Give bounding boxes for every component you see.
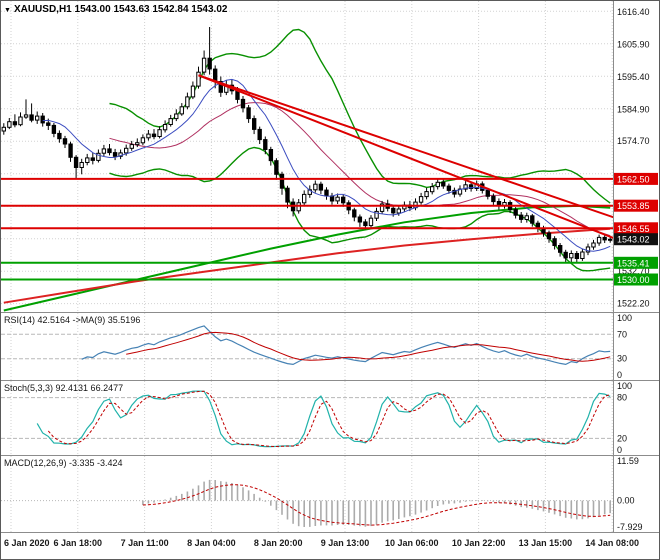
svg-text:1532.70: 1532.70 xyxy=(617,266,650,276)
svg-text:1543.02: 1543.02 xyxy=(617,235,650,245)
time-axis-label: 6 Jan 2020 xyxy=(4,538,50,548)
svg-text:1616.40: 1616.40 xyxy=(617,7,650,17)
svg-text:30: 30 xyxy=(617,354,627,364)
svg-text:1530.00: 1530.00 xyxy=(617,275,650,285)
time-axis-label: 8 Jan 20:00 xyxy=(253,538,303,548)
svg-text:-7.929: -7.929 xyxy=(617,522,643,532)
horizontal-grid xyxy=(1,10,613,305)
time-axis[interactable]: 6 Jan 2020 6 Jan 18:00 7 Jan 11:00 8 Jan 04… xyxy=(1,532,659,559)
svg-text:1553.85: 1553.85 xyxy=(617,201,650,211)
svg-text:1605.90: 1605.90 xyxy=(617,40,650,50)
price-chart-canvas[interactable]: 1616.40 1605.90 1595.40 1584.90 1574.70 1532.… xyxy=(1,1,659,312)
svg-text:1522.20: 1522.20 xyxy=(617,299,650,309)
stochastic-canvas[interactable]: 100 80 20 0 xyxy=(1,381,659,455)
vertical-grid xyxy=(10,1,613,312)
svg-text:100: 100 xyxy=(617,381,632,391)
slow-moving-averages xyxy=(3,204,611,312)
time-axis-label: 8 Jan 04:00 xyxy=(187,538,236,548)
svg-text:1562.50: 1562.50 xyxy=(617,174,650,184)
rsi-lines xyxy=(81,325,611,366)
svg-text:0: 0 xyxy=(617,445,622,455)
time-axis-label: 14 Jan 08:00 xyxy=(585,538,639,548)
vertical-grid xyxy=(10,456,613,532)
horizontal-level-lines[interactable] xyxy=(1,177,613,281)
svg-text:1546.55: 1546.55 xyxy=(617,224,650,234)
price-axis-labels: 1616.40 1605.90 1595.40 1584.90 1574.70 1532.… xyxy=(614,7,658,309)
svg-text:100: 100 xyxy=(617,313,632,323)
fast-moving-average xyxy=(42,78,611,252)
rsi-canvas[interactable]: 100 70 30 0 xyxy=(1,313,659,380)
svg-text:1535.41: 1535.41 xyxy=(617,258,650,268)
svg-text:20: 20 xyxy=(617,433,627,443)
time-axis-label: 9 Jan 13:00 xyxy=(320,538,370,548)
time-axis-label: 10 Jan 22:00 xyxy=(451,538,506,548)
svg-macd-axis-labels: 11.59 0.00 -7.929 xyxy=(617,456,643,532)
price-axis[interactable] xyxy=(614,1,659,532)
symbol-dropdown-icon[interactable]: ▼ xyxy=(4,7,11,14)
time-axis-label: 6 Jan 18:00 xyxy=(53,538,103,548)
svg-text:70: 70 xyxy=(617,329,627,339)
macd-signal-line xyxy=(142,484,611,526)
svg-text:0: 0 xyxy=(617,370,622,380)
svg-text:0.00: 0.00 xyxy=(617,496,635,506)
macd-canvas[interactable]: 11.59 0.00 -7.929 xyxy=(1,456,659,532)
time-axis-label: 7 Jan 11:00 xyxy=(120,538,169,548)
trendlines[interactable] xyxy=(198,74,633,245)
time-axis-label: 10 Jan 06:00 xyxy=(385,538,439,548)
stochastic-lines xyxy=(36,390,611,448)
price-panel: 1616.40 1605.90 1595.40 1584.90 1574.70 1532.… xyxy=(1,1,659,312)
svg-rsi-axis-labels: 100 70 30 0 xyxy=(617,313,632,380)
vertical-grid xyxy=(10,313,613,380)
macd-panel: 11.59 0.00 -7.929 MACD(12,26,9) -3.335 -3.… xyxy=(1,455,659,532)
svg-text:1584.90: 1584.90 xyxy=(617,105,650,115)
vertical-grid xyxy=(10,381,613,455)
svg-stoch-axis-labels: 100 80 20 0 xyxy=(617,381,632,455)
svg-text:80: 80 xyxy=(617,393,627,403)
time-axis-label: 13 Jan 15:00 xyxy=(518,538,573,548)
rsi-panel: 100 70 30 0 RSI(14) 42.5164 ->MA(9) 35.5196 xyxy=(1,312,659,380)
macd-histogram xyxy=(142,479,611,527)
svg-text:11.59: 11.59 xyxy=(617,456,639,466)
stochastic-panel: 100 80 20 0 Stoch(5,3,3) 92.4131 66.2477 xyxy=(1,380,659,455)
svg-text:1574.70: 1574.70 xyxy=(617,136,650,146)
svg-text:1595.40: 1595.40 xyxy=(617,72,650,82)
